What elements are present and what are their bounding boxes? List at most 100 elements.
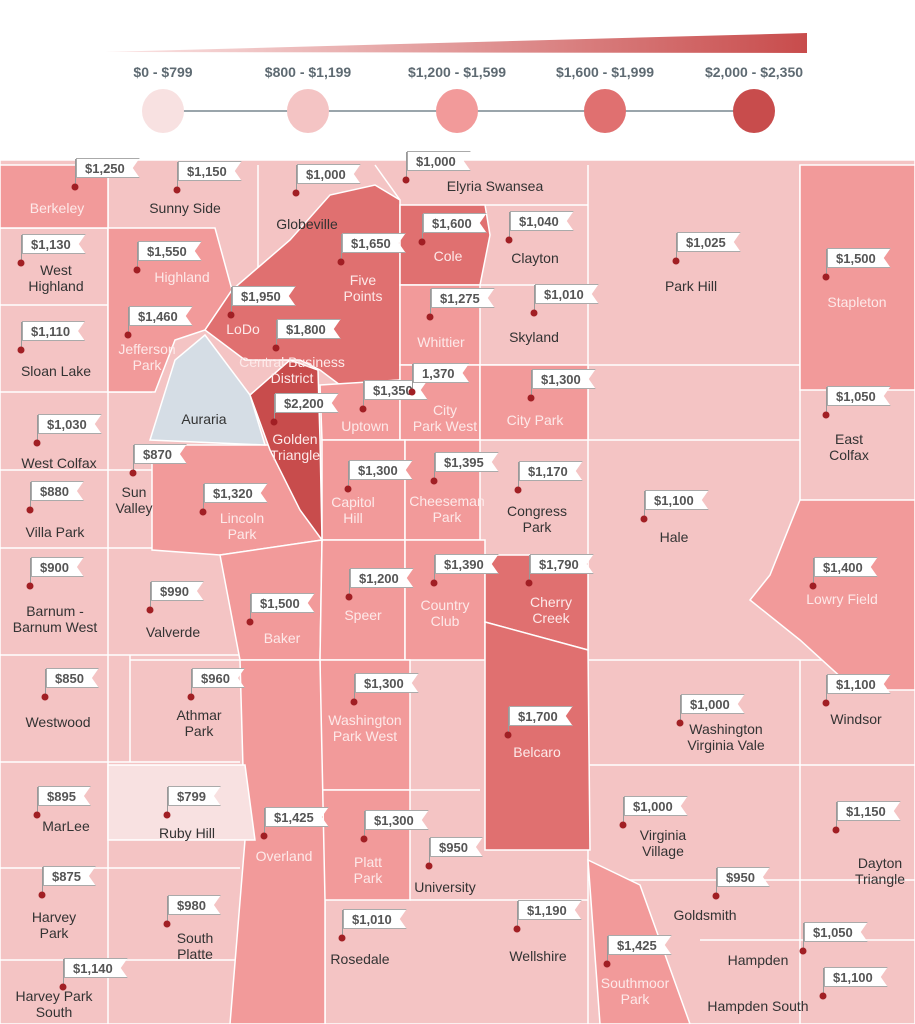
flag-pole <box>167 896 168 924</box>
flag-pole <box>508 707 509 735</box>
neighborhood-label-goldsmith: Goldsmith <box>673 907 736 923</box>
flag-pole <box>826 387 827 415</box>
flag-pole <box>21 322 22 350</box>
flag-pole <box>826 675 827 703</box>
location-pin-dot <box>59 983 67 991</box>
neighborhood-name-line: Barnum West <box>12 619 98 635</box>
boundary-line <box>374 164 401 201</box>
neighborhood-name-line: Lowry Field <box>806 591 878 607</box>
location-pin-dot <box>360 835 368 843</box>
price-flag-washington-virginia-vale: $1,000 <box>681 694 745 714</box>
price-flag-west-colfax: $1,030 <box>38 414 102 434</box>
neighborhood-name-line: Wellshire <box>509 948 567 964</box>
location-pin-dot <box>809 582 817 590</box>
location-pin-dot <box>712 892 720 900</box>
location-pin-dot <box>640 515 648 523</box>
location-pin-dot <box>408 388 416 396</box>
neighborhood-label-five-points: Five Points <box>344 272 383 304</box>
neighborhood-name-line: Points <box>343 288 383 304</box>
neighborhood-name-line: Villa Park <box>25 524 85 540</box>
neighborhood-label-capitol-hill: Capitol Hill <box>331 494 375 526</box>
price-flag-country-club: $1,390 <box>435 554 499 574</box>
location-pin-dot <box>344 485 352 493</box>
neighborhood-name-line: Highland <box>154 269 210 285</box>
legend-label: $0 - $799 <box>133 64 193 80</box>
neighborhood-label-university: University <box>414 879 475 895</box>
flag-pole <box>364 811 365 839</box>
neighborhood-name-line: Hampden <box>727 952 789 968</box>
flag-pole <box>342 910 343 938</box>
price-flag-barnum-barnum-west: $900 <box>31 557 84 577</box>
neighborhood-name-line: Congress <box>507 503 567 519</box>
price-flag-marlee: $895 <box>38 786 91 806</box>
neighborhood-label-golden-triangle: Golden Triangle <box>270 431 320 463</box>
location-pin-dot <box>71 183 79 191</box>
neighborhood-label-south-platte: South Platte <box>177 930 214 962</box>
location-pin-dot <box>173 186 181 194</box>
neighborhood-label-belcaro: Belcaro <box>513 744 560 760</box>
neighborhood-name-line: Dayton <box>857 855 903 871</box>
flag-pole <box>363 381 364 409</box>
legend-label: $1,200 - $1,599 <box>407 64 507 80</box>
flag-pole <box>607 936 608 964</box>
location-pin-dot <box>187 693 195 701</box>
neighborhood-label-skyland: Skyland <box>509 329 559 345</box>
neighborhood-label-valverde: Valverde <box>146 624 200 640</box>
legend-gradient-bar <box>105 33 807 53</box>
neighborhood-label-city-park-west: City Park West <box>413 402 477 434</box>
location-pin-dot <box>260 832 268 840</box>
region-auraria <box>148 333 267 446</box>
neighborhood-label-park-hill: Park Hill <box>665 278 717 294</box>
legend-label: $1,600 - $1,999 <box>555 64 655 80</box>
legend-swatch <box>733 89 775 133</box>
price-flag-capitol-hill: $1,300 <box>349 460 413 480</box>
location-pin-dot <box>504 731 512 739</box>
flag-pole <box>354 674 355 702</box>
flag-pole <box>133 445 134 473</box>
flag-pole <box>264 808 265 836</box>
flag-pole <box>422 214 423 242</box>
neighborhood-name-line: Platte <box>177 946 213 962</box>
neighborhood-name-line: South <box>176 930 214 946</box>
location-pin-dot <box>505 236 513 244</box>
neighborhood-label-rosedale: Rosedale <box>330 951 389 967</box>
flag-pole <box>644 491 645 519</box>
neighborhood-name-line: Sunny Side <box>149 200 221 216</box>
price-flag-west-highland: $1,130 <box>22 234 86 254</box>
neighborhood-name-line: LoDo <box>226 321 260 337</box>
flag-pole <box>75 159 76 187</box>
flag-pole <box>716 868 717 896</box>
neighborhood-name-line: Barnum - <box>26 603 84 619</box>
neighborhood-label-southmoor-park: Southmoor Park <box>601 975 669 1007</box>
neighborhood-label-elyria-swansea: Elyria Swansea <box>447 178 544 194</box>
price-flag-berkeley: $1,250 <box>76 158 140 178</box>
neighborhood-name-line: Capitol <box>331 494 375 510</box>
location-pin-dot <box>26 506 34 514</box>
price-flag-southmoor-park: $1,425 <box>608 935 672 955</box>
neighborhood-name-line: Berkeley <box>29 200 85 216</box>
price-flag-hale: $1,100 <box>645 490 709 510</box>
neighborhood-name-line: Hale <box>659 529 689 545</box>
flag-pole <box>412 364 413 392</box>
flag-pole <box>680 695 681 723</box>
neighborhood-name-line: Park <box>132 357 162 373</box>
location-pin-dot <box>425 862 433 870</box>
neighborhood-name-line: Auraria <box>181 411 227 427</box>
price-flag-windsor: $1,100 <box>827 674 891 694</box>
flag-pole <box>296 165 297 193</box>
location-pin-dot <box>33 811 41 819</box>
flag-pole <box>42 867 43 895</box>
flag-pole <box>534 285 535 313</box>
location-pin-dot <box>337 258 345 266</box>
neighborhood-label-cole: Cole <box>434 248 463 264</box>
price-flag-central-business-district: $1,800 <box>277 319 341 339</box>
neighborhood-name-line: Golden <box>272 431 318 447</box>
neighborhood-name-line: Rosedale <box>330 951 390 967</box>
neighborhood-name-line: Country <box>420 597 470 613</box>
flag-pole <box>836 802 837 830</box>
price-flag-cole: $1,600 <box>423 213 487 233</box>
location-pin-dot <box>133 266 141 274</box>
neighborhood-name-line: District <box>270 370 314 386</box>
neighborhood-label-ruby-hill: Ruby Hill <box>159 825 215 841</box>
neighborhood-label-stapleton: Stapleton <box>827 294 886 310</box>
